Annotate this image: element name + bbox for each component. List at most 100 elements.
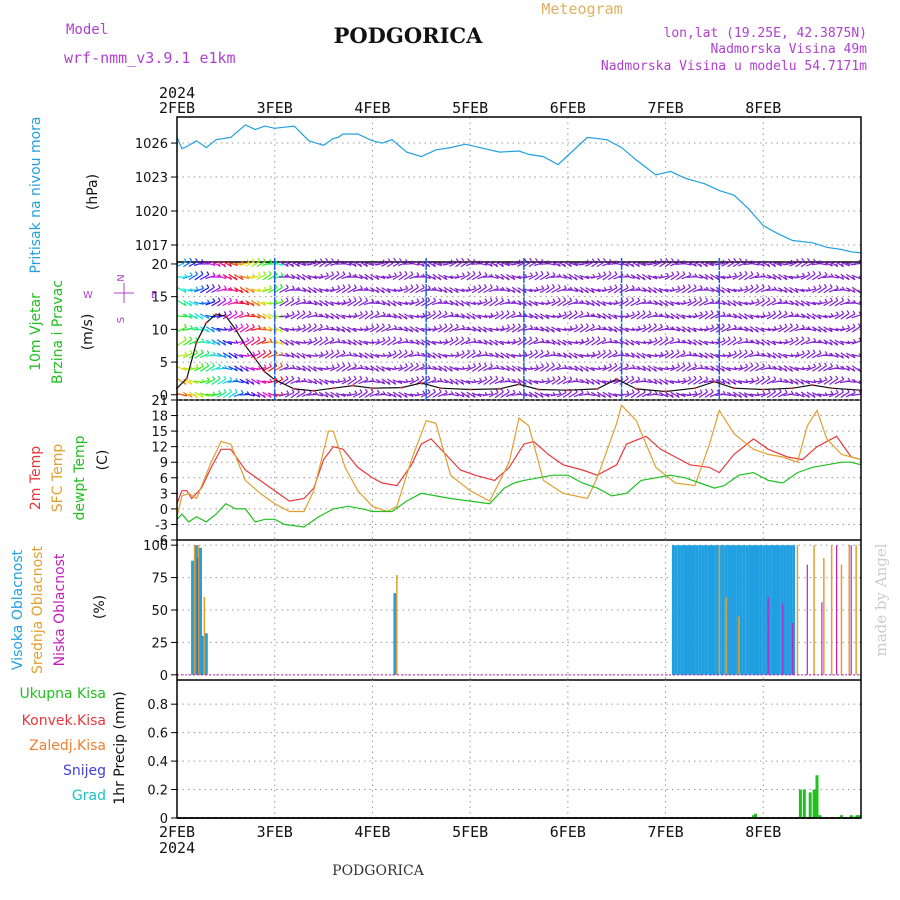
wind-arrow xyxy=(392,300,402,307)
wind-arrow-head xyxy=(263,336,267,341)
wind-arrow-head xyxy=(829,341,833,346)
wind-arrow-head xyxy=(501,325,505,330)
wind-arrow xyxy=(687,378,697,385)
wind-arrow xyxy=(596,367,607,370)
wind-arrow-head xyxy=(478,271,482,275)
wind-arrow xyxy=(726,275,737,279)
wind-arrow xyxy=(783,262,794,266)
cloud-bar xyxy=(774,545,778,675)
wind-arrow-head xyxy=(398,394,402,398)
wind-arrow xyxy=(641,313,652,320)
wind-arrow xyxy=(641,352,652,359)
wind-arrow-head xyxy=(677,285,681,290)
wind-arrow-head xyxy=(812,270,816,275)
cloud-bar xyxy=(680,545,684,675)
wind-arrow xyxy=(211,287,221,294)
wind-arrow-head xyxy=(632,364,635,369)
wind-arrow xyxy=(749,274,760,280)
wind-arrow-head xyxy=(217,341,221,346)
wind-arrow-head xyxy=(637,376,641,381)
wind-arrow xyxy=(341,300,352,306)
wind-arrow xyxy=(222,339,233,346)
wind-arrow xyxy=(285,299,295,307)
wind-arrow xyxy=(732,274,742,280)
wind-arrow-head xyxy=(812,349,816,354)
wind-arrow xyxy=(704,327,714,332)
wind-arrow xyxy=(675,326,686,333)
wind-arrow-head xyxy=(507,377,511,382)
wind-arrow xyxy=(721,300,731,307)
wind-arrow xyxy=(256,339,267,346)
wind-arrow xyxy=(596,339,606,346)
wind-arrow-head xyxy=(835,285,839,289)
wind-arrow xyxy=(755,261,765,267)
wind-arrow xyxy=(279,300,289,307)
wind-arrow xyxy=(738,352,748,359)
wind-arrow-head xyxy=(387,258,391,262)
wind-arrow xyxy=(256,260,266,268)
wind-arrow-head xyxy=(388,351,392,356)
wind-arrow-head xyxy=(388,273,392,278)
wind-arrow xyxy=(710,365,720,372)
wind-arrow xyxy=(828,353,839,358)
wind-speed-point xyxy=(498,387,501,391)
wind-arrow xyxy=(636,327,646,332)
wind-arrow xyxy=(511,340,522,345)
wind-arrow xyxy=(239,275,250,280)
wind-arrow-head xyxy=(461,302,465,307)
wind-arrow xyxy=(375,301,386,306)
wind-arrow-head xyxy=(371,298,375,303)
wind-arrow xyxy=(330,261,340,267)
wind-arrow xyxy=(659,378,669,385)
wind-arrow-head xyxy=(467,302,471,306)
wind-arrow-head xyxy=(337,338,341,342)
wind-arrow-head xyxy=(455,323,459,328)
wind-arrow xyxy=(313,339,323,346)
wind-arrow xyxy=(381,287,391,294)
cloud-bar xyxy=(195,545,198,675)
wind-arrow-head xyxy=(421,297,425,302)
wind-arrow xyxy=(363,288,374,293)
wind-arrow xyxy=(658,275,669,279)
wind-arrow-head xyxy=(660,351,664,356)
wind-arrow-head xyxy=(761,375,765,380)
wind-speed-point xyxy=(244,344,247,347)
y-tick-label: 0 xyxy=(160,812,168,827)
wind-arrow-head xyxy=(795,302,799,306)
pressure-unit: (hPa) xyxy=(85,174,101,210)
wind-arrow-head xyxy=(246,311,250,316)
pressure-line xyxy=(176,124,862,254)
wind-arrow xyxy=(505,352,516,359)
wind-arrow-head xyxy=(274,377,278,381)
wind-arrow xyxy=(443,326,453,333)
wind-arrow xyxy=(664,313,674,320)
wind-arrow-head xyxy=(535,315,539,320)
wind-arrow xyxy=(795,260,805,268)
wind-arrow xyxy=(301,273,312,281)
wind-arrow xyxy=(625,339,635,346)
wind-arrow-head xyxy=(727,323,731,328)
wind-arrow-head xyxy=(614,362,618,367)
wind-arrow-head xyxy=(847,324,851,329)
wind-arrow xyxy=(788,354,800,357)
wind-arrow-head xyxy=(461,393,465,398)
wind-arrow-head xyxy=(575,377,579,382)
wind-arrow-head xyxy=(846,310,850,314)
wind-arrow-head xyxy=(751,299,755,304)
wind-arrow-head xyxy=(489,375,493,380)
wind-arrow-head xyxy=(598,324,601,329)
wind-arrow xyxy=(551,261,561,267)
wind-arrow xyxy=(772,313,782,320)
wind-arrow xyxy=(794,287,805,293)
wind-speed-point xyxy=(273,378,276,381)
wind-arrow xyxy=(307,339,318,345)
wind-arrow-head xyxy=(439,367,442,372)
wind-arrow xyxy=(727,299,737,307)
cloud-bar xyxy=(698,545,702,675)
wind-arrow xyxy=(194,365,204,372)
wind-arrow-head xyxy=(586,259,590,264)
wind-arrow xyxy=(545,274,556,280)
wind-arrow xyxy=(845,341,856,344)
wind-arrow xyxy=(562,274,572,280)
wind-arrow xyxy=(364,273,374,281)
